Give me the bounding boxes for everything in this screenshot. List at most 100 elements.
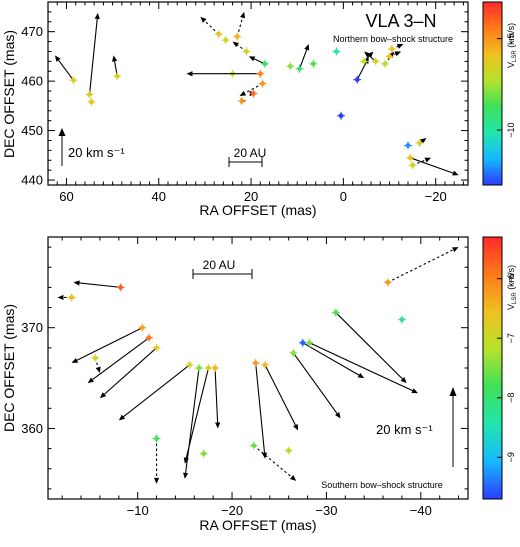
top-maser-spot xyxy=(295,44,310,73)
bottom-vector-arrowhead xyxy=(289,475,297,481)
bottom-vector-arrowhead xyxy=(99,392,107,399)
bottom-vector-arrowhead xyxy=(334,411,341,419)
colorbar-label-top: VLSR (km/s) xyxy=(506,23,518,68)
bottom-vector-arrowhead xyxy=(183,472,189,479)
bottom-maser-spot xyxy=(289,348,341,419)
top-x-tick-label: 20 xyxy=(244,189,258,204)
bottom-y-tick-label: 360 xyxy=(21,421,43,436)
top-proper-motion-vector xyxy=(244,83,263,94)
bottom-maser-spot xyxy=(211,364,221,429)
bottom-proper-motion-vector xyxy=(123,364,190,418)
maser-spots-top xyxy=(54,11,459,176)
bottom-vector-arrowhead xyxy=(452,247,459,253)
top-maser-spot xyxy=(54,55,78,85)
bottom-maser-spot xyxy=(261,360,299,431)
top-maser-spot xyxy=(385,51,402,61)
bottom-vector-arrowhead xyxy=(357,372,365,379)
x-tick-labels-bottom: −10 −20 −30 −40 xyxy=(127,503,432,518)
bottom-proper-motion-vector xyxy=(92,337,150,380)
top-x-tick-label: 40 xyxy=(152,189,166,204)
bottom-vector-arrowhead xyxy=(183,457,189,464)
bottom-maser-spot xyxy=(73,280,125,292)
bottom-vector-arrowhead xyxy=(153,477,160,484)
bottom-proper-motion-vector xyxy=(292,352,338,414)
top-proper-motion-vector xyxy=(236,17,244,37)
plot-frame-bottom xyxy=(47,236,469,500)
x-axis-label-top: RA OFFSET (mas) xyxy=(199,202,316,218)
colorbar-bottom: −6 −7 −8 −9 VLSR (km/s) xyxy=(482,236,518,500)
top-proper-motion-vector xyxy=(356,62,367,80)
top-maser-spot xyxy=(387,44,404,53)
colorbar-scale-top xyxy=(482,1,503,186)
top-vector-arrowhead xyxy=(54,55,61,62)
top-maser-spot xyxy=(186,69,265,78)
top-vector-arrowhead xyxy=(304,44,310,51)
top-proper-motion-vector xyxy=(410,157,454,174)
y-tick-labels-top: 440 450 460 470 xyxy=(21,24,43,187)
top-vector-arrowhead xyxy=(239,90,247,96)
top-colorbar-tick-label: −5 xyxy=(506,33,516,43)
top-maser-spot xyxy=(309,59,318,68)
top-maser-spot xyxy=(112,55,122,81)
bottom-proper-motion-vector xyxy=(335,312,403,380)
scale-bar-label-top: 20 AU xyxy=(234,146,267,160)
top-x-tick-label: 0 xyxy=(340,189,347,204)
top-x-tick-label: −20 xyxy=(425,189,447,204)
top-maser-spot xyxy=(364,51,380,66)
chart-title-top: VLA 3–N xyxy=(365,11,436,31)
bottom-proper-motion-vector xyxy=(76,327,143,361)
bottom-proper-motion-vector xyxy=(387,249,454,283)
scale-bar-bottom: 20 AU xyxy=(192,258,253,279)
bottom-proper-motion-vector xyxy=(104,347,157,395)
top-vector-arrowhead xyxy=(394,51,402,57)
scale-bar-top: 20 AU xyxy=(228,146,267,167)
bottom-vector-arrowhead xyxy=(71,357,79,363)
chart-subtitle-top: Northern bow–shock structure xyxy=(333,34,453,44)
top-maser-spot xyxy=(237,96,247,105)
top-maser-spot xyxy=(404,141,412,150)
y-tick-labels-bottom: 360 370 xyxy=(21,320,43,436)
bottom-maser-spot xyxy=(331,308,407,384)
bottom-y-tick-label: 370 xyxy=(21,320,43,335)
top-maser-spot xyxy=(200,16,223,39)
bottom-proper-motion-vector xyxy=(264,364,296,426)
bottom-vector-arrowhead xyxy=(87,377,95,384)
top-vector-arrowhead xyxy=(420,138,427,144)
plot-frame-top xyxy=(47,1,469,186)
top-proper-motion-vector xyxy=(299,49,308,69)
top-y-tick-label: 470 xyxy=(21,24,43,39)
top-x-tick-label: 60 xyxy=(59,189,73,204)
bottom-proper-motion-vector xyxy=(253,445,292,478)
top-maser-spot xyxy=(239,79,267,96)
bottom-maser-spot xyxy=(298,338,365,379)
top-proper-motion-vector xyxy=(204,20,220,35)
top-colorbar-tick-label: −10 xyxy=(506,122,516,137)
top-vector-arrowhead xyxy=(200,16,207,23)
velocity-key-top: 20 km s⁻¹ xyxy=(58,128,125,166)
bottom-vector-arrowhead xyxy=(411,388,418,394)
x-tick-labels-top: 60 40 20 0 −20 xyxy=(59,189,446,204)
colorbar-scale-bottom xyxy=(482,236,503,500)
bottom-maser-spot xyxy=(57,293,76,302)
bottom-maser-spot xyxy=(383,247,459,287)
top-maser-spot xyxy=(221,36,230,45)
top-vector-arrowhead xyxy=(396,44,404,49)
bottom-vector-arrowhead xyxy=(215,422,221,429)
top-y-tick-label: 440 xyxy=(21,173,43,188)
top-vector-arrowhead xyxy=(452,170,459,176)
top-proper-motion-vector xyxy=(58,59,74,81)
bottom-vector-arrowhead xyxy=(261,452,268,459)
scale-bar-label-bottom: 20 AU xyxy=(203,258,236,272)
top-vector-arrowhead xyxy=(364,51,371,58)
top-vector-arrowhead xyxy=(112,55,118,62)
bottom-proper-motion-vector xyxy=(309,342,413,392)
bottom-vector-arrowhead xyxy=(95,366,101,374)
colorbar-top: −5 −10 VLSR (km/s) xyxy=(482,1,518,186)
bottom-maser-spot xyxy=(87,333,153,384)
velocity-key-label-bottom: 20 km s⁻¹ xyxy=(376,422,433,437)
top-vector-arrowhead xyxy=(94,12,100,20)
colorbar-ticks-top: −5 −10 xyxy=(497,33,516,138)
y-axis-label-top: DEC OFFSET (mas) xyxy=(1,30,17,158)
